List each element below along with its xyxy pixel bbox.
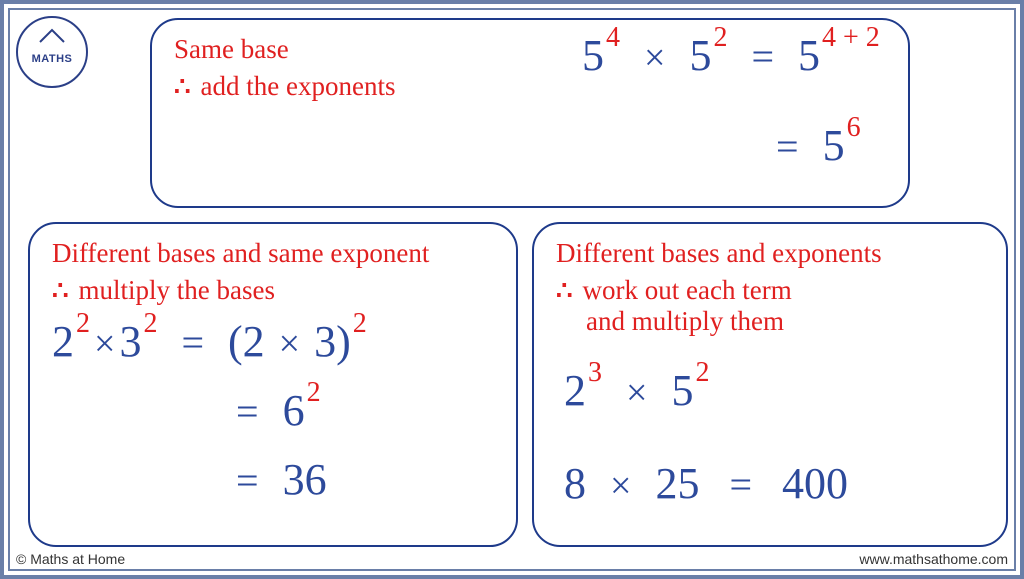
therefore-icon: ∴: [556, 276, 573, 306]
therefore-icon: ∴: [174, 72, 191, 102]
footer-url: www.mathsathome.com: [859, 551, 1008, 567]
box-same-base: Same base ∴ add the exponents 54 × 52 = …: [150, 18, 910, 208]
right-rule-line-1: ∴ work out each term: [556, 275, 984, 306]
right-equation-2: 8 × 25 = 400: [564, 458, 984, 509]
inner-frame: MATHS Same base ∴ add the exponents 54 ×…: [8, 8, 1016, 571]
left-rule: multiply the bases: [79, 275, 275, 306]
logo-text: MATHS: [32, 54, 73, 65]
outer-frame: MATHS Same base ∴ add the exponents 54 ×…: [0, 0, 1024, 579]
left-equation-1: 22×32 = (2×3)2: [52, 316, 494, 367]
left-rule-line: ∴ multiply the bases: [52, 275, 494, 306]
right-equation-1: 23 × 52: [564, 365, 984, 416]
box-diff-base-same-exp: Different bases and same exponent ∴ mult…: [28, 222, 518, 547]
top-equation-1: 54 × 52 = 54 + 2: [582, 30, 880, 81]
box-diff-base-diff-exp: Different bases and exponents ∴ work out…: [532, 222, 1008, 547]
right-rule-2: and multiply them: [586, 306, 984, 337]
left-title: Different bases and same exponent: [52, 238, 494, 269]
right-rule-1: work out each term: [583, 275, 792, 306]
right-title: Different bases and exponents: [556, 238, 984, 269]
left-equation-2: = 62: [222, 385, 494, 436]
top-rule: add the exponents: [201, 71, 396, 102]
therefore-icon: ∴: [52, 276, 69, 306]
footer-copyright: © Maths at Home: [16, 551, 125, 567]
house-icon: [38, 28, 66, 44]
top-equation-2: = 56: [762, 120, 861, 171]
logo-badge: MATHS: [16, 16, 88, 88]
left-equation-3: = 36: [222, 454, 494, 505]
